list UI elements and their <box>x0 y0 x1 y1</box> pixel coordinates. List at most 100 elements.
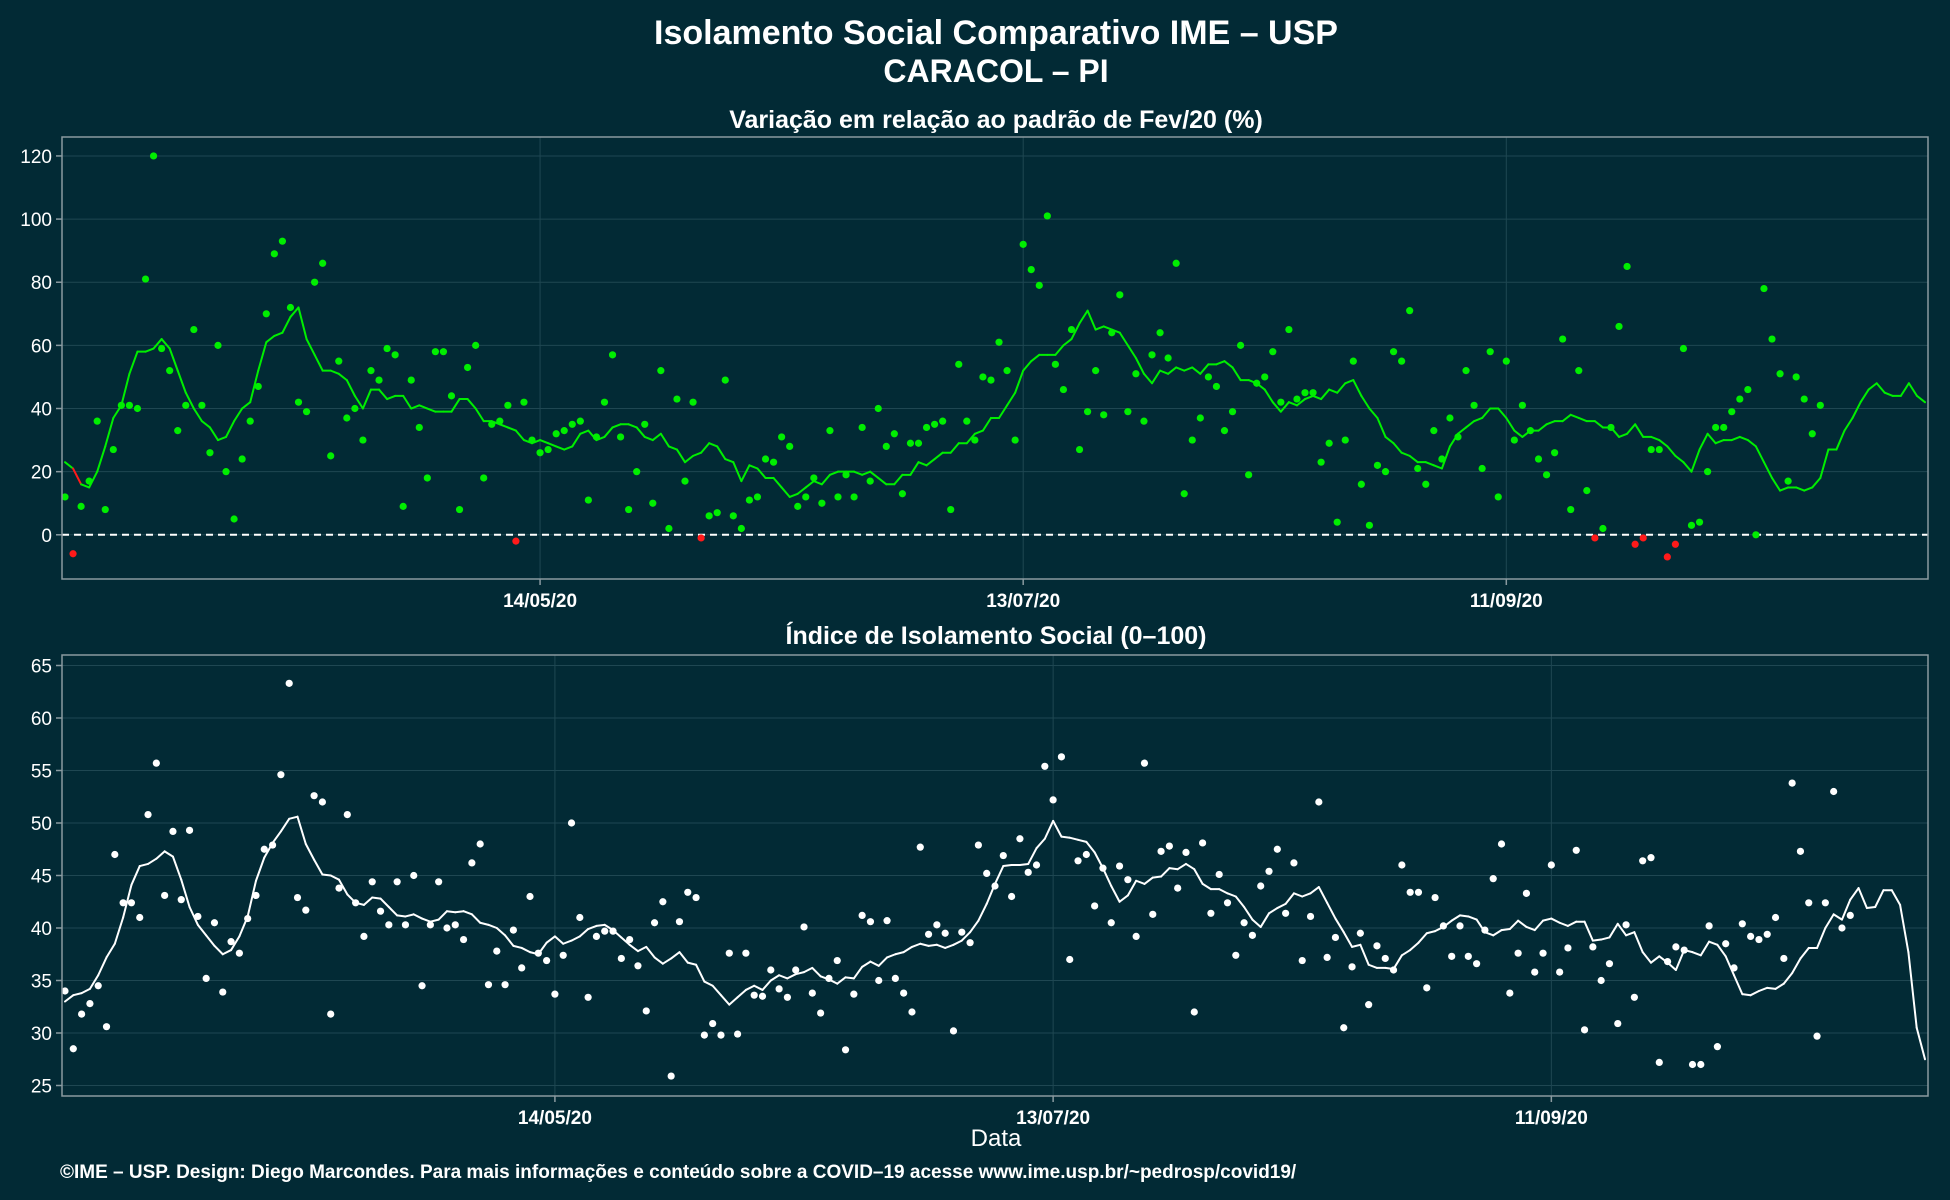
moving-average-segment <box>1907 951 1918 1029</box>
moving-average-segment <box>1708 940 1719 946</box>
moving-average-segment <box>495 927 507 937</box>
moving-average-segment <box>1803 486 1814 492</box>
moving-average-segment <box>1199 363 1210 375</box>
moving-average-segment <box>869 470 880 479</box>
moving-average-segment <box>1367 963 1378 969</box>
data-point <box>1100 411 1108 419</box>
data-point <box>692 893 700 902</box>
data-point <box>1622 921 1630 929</box>
data-point <box>1712 423 1720 432</box>
data-point <box>1614 1019 1622 1028</box>
moving-average-segment <box>168 347 179 372</box>
data-point <box>1228 408 1237 416</box>
data-point <box>966 939 974 947</box>
moving-average-segment <box>1537 423 1548 432</box>
moving-average-segment <box>426 407 437 413</box>
data-point <box>1688 1060 1697 1069</box>
data-point <box>1671 540 1679 548</box>
moving-average-segment <box>1618 432 1629 438</box>
data-point <box>551 990 559 998</box>
moving-average-segment <box>233 407 244 423</box>
moving-average-segment <box>421 917 432 923</box>
data-point <box>141 275 150 283</box>
moving-average-segment <box>555 445 566 451</box>
moving-average-segment <box>861 470 872 476</box>
data-point <box>468 859 476 867</box>
data-point <box>136 913 144 922</box>
moving-average-segment <box>1762 461 1774 479</box>
moving-average-segment <box>1799 946 1810 960</box>
moving-average-segment <box>935 943 947 949</box>
data-point <box>697 534 705 542</box>
moving-average-segment <box>877 956 889 967</box>
data-point <box>1497 840 1506 848</box>
data-point <box>1439 922 1447 930</box>
data-point <box>399 502 407 510</box>
data-point <box>1140 759 1149 767</box>
y-tick-label: 80 <box>31 273 52 294</box>
data-point <box>1357 480 1365 488</box>
data-point <box>1348 963 1356 971</box>
data-point <box>169 827 177 836</box>
moving-average-segment <box>1424 461 1435 467</box>
data-point <box>1398 861 1406 869</box>
data-point <box>800 923 808 931</box>
data-point <box>1067 325 1076 334</box>
moving-average-segment <box>1309 886 1320 895</box>
data-point <box>924 930 933 938</box>
data-point <box>1016 835 1024 843</box>
moving-average-segment <box>160 338 171 350</box>
moving-average-segment <box>1583 920 1594 942</box>
data-point <box>447 392 456 400</box>
data-point <box>1059 385 1068 394</box>
data-point <box>144 811 152 819</box>
data-point <box>509 926 517 934</box>
moving-average-segment <box>653 956 664 965</box>
moving-average-segment <box>1043 819 1055 840</box>
data-point <box>488 420 496 428</box>
data-point <box>1323 953 1331 962</box>
data-point <box>260 845 268 853</box>
moving-average-segment <box>952 939 963 946</box>
moving-average-segment <box>1795 486 1806 492</box>
data-point <box>576 913 584 922</box>
data-point <box>278 237 287 245</box>
moving-average-segment <box>1184 862 1196 871</box>
data-point <box>1755 935 1763 944</box>
data-point <box>625 505 633 514</box>
moving-average-segment <box>1159 369 1170 375</box>
moving-average-segment <box>828 470 839 476</box>
variation-panel: Variação em relação ao padrão de Fev/20 … <box>20 106 1929 612</box>
moving-average-segment <box>1284 892 1295 905</box>
data-point <box>1290 859 1298 867</box>
moving-average-segment <box>1733 974 1744 996</box>
data-point <box>501 981 509 989</box>
data-point <box>1760 284 1768 293</box>
moving-average-segment <box>1336 382 1347 394</box>
moving-average-segment <box>1268 907 1279 915</box>
moving-average-segment <box>1593 420 1604 429</box>
moving-average-segment <box>886 953 897 959</box>
moving-average-segment <box>1915 394 1926 404</box>
moving-average-segment <box>1649 955 1661 964</box>
moving-average-segment <box>877 476 888 486</box>
moving-average-segment <box>1840 898 1852 921</box>
data-point <box>1240 919 1248 927</box>
data-point <box>1019 240 1027 248</box>
moving-average-segment <box>296 815 307 845</box>
data-point <box>77 502 85 510</box>
data-point <box>616 433 625 441</box>
variation-points <box>61 152 1824 561</box>
moving-average-segment <box>192 407 203 423</box>
moving-average-segment <box>659 432 670 448</box>
data-point <box>1713 1043 1722 1051</box>
data-point <box>125 401 134 409</box>
moving-average-segment <box>1497 407 1508 419</box>
data-point <box>933 921 941 929</box>
moving-average-segment <box>321 873 332 877</box>
data-point <box>367 367 375 375</box>
data-point <box>592 932 601 941</box>
moving-average-segment <box>1566 920 1578 927</box>
data-point <box>900 989 908 997</box>
